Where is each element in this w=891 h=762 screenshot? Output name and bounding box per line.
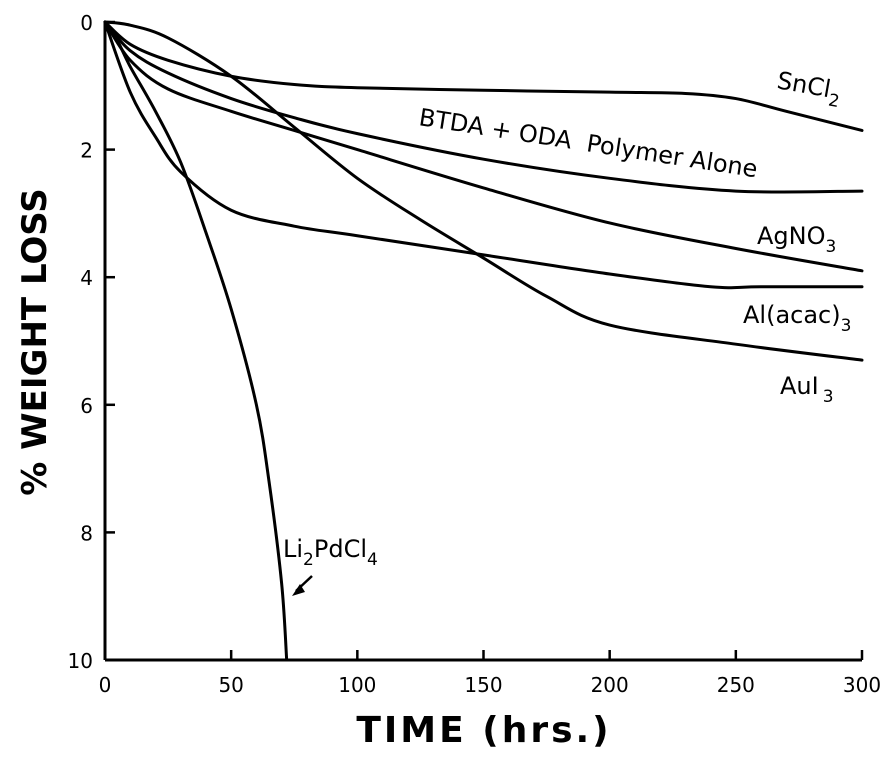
label-alacac3: Al(acac)3 bbox=[743, 301, 851, 336]
series-line-4 bbox=[103, 20, 864, 362]
li2pdcl4-arrowhead bbox=[292, 584, 305, 596]
y-tick-label: 6 bbox=[80, 394, 93, 418]
y-tick-label: 2 bbox=[80, 139, 93, 163]
label-alacac3-main: Al(acac) bbox=[743, 301, 841, 329]
y-tick-label: 4 bbox=[80, 266, 93, 290]
label-sncl2-sub: 2 bbox=[827, 90, 841, 112]
label-aui3: AuI 3 bbox=[780, 372, 834, 407]
x-axis-title: TIME (hrs.) bbox=[356, 710, 611, 751]
y-tick-label: 8 bbox=[80, 521, 93, 545]
x-tick-label: 100 bbox=[338, 673, 376, 697]
label-sncl2: SnCl2 bbox=[774, 66, 844, 112]
label-sncl2-main: SnCl bbox=[775, 66, 833, 103]
x-tick-label: 250 bbox=[717, 673, 755, 697]
label-btda-oda: BTDA + ODA Polymer Alone bbox=[417, 103, 759, 183]
series-line-3 bbox=[103, 20, 864, 290]
tick-group: 0 50 100 150 200 250 300 0 2 4 6 8 10 bbox=[68, 11, 882, 697]
series-line-5 bbox=[103, 20, 289, 662]
x-tick-label: 0 bbox=[99, 673, 112, 697]
x-tick-label: 300 bbox=[843, 673, 881, 697]
label-li2pdcl4-sub: 2 bbox=[303, 550, 314, 570]
label-li2pdcl4-main: Li bbox=[283, 535, 303, 563]
label-agno3-main: AgNO bbox=[757, 222, 826, 250]
label-aui3-main: AuI bbox=[780, 372, 819, 400]
x-tick-label: 50 bbox=[218, 673, 243, 697]
series-line-2 bbox=[103, 20, 864, 273]
x-tick-label: 200 bbox=[591, 673, 629, 697]
label-alacac3-sub: 3 bbox=[841, 316, 852, 336]
label-li2pdcl4: Li2PdCl4 bbox=[283, 535, 378, 570]
y-tick-label: 0 bbox=[80, 11, 93, 35]
series-line-0 bbox=[103, 20, 864, 132]
label-agno3-sub: 3 bbox=[826, 237, 837, 257]
label-aui3-sub: 3 bbox=[823, 387, 834, 407]
x-tick-label: 150 bbox=[464, 673, 502, 697]
label-li2pdcl4-main2: PdCl bbox=[314, 535, 367, 563]
label-li2pdcl4-sub2: 4 bbox=[367, 550, 378, 570]
series-line-1 bbox=[103, 20, 864, 194]
label-agno3: AgNO3 bbox=[757, 222, 836, 257]
y-axis-title: % WEIGHT LOSS bbox=[15, 188, 55, 495]
series-lines bbox=[103, 20, 864, 662]
y-tick-label: 10 bbox=[68, 649, 93, 673]
